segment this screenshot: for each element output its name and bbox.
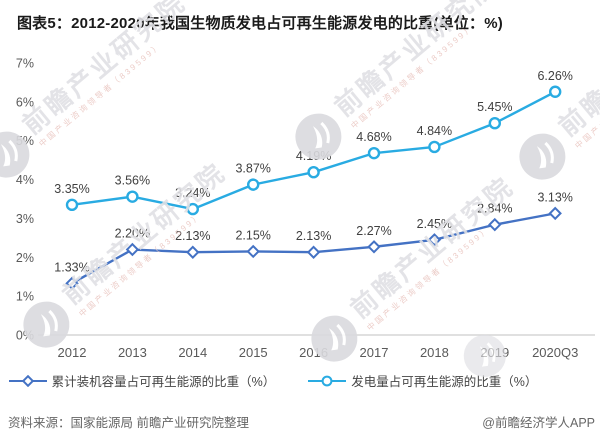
data-point-label: 6.26%	[537, 69, 572, 83]
data-point-label: 4.68%	[356, 130, 391, 144]
data-point-label: 2.27%	[356, 224, 391, 238]
x-axis-tick-label: 2014	[178, 345, 207, 360]
data-point-marker	[367, 240, 381, 254]
data-point-marker	[246, 178, 260, 191]
x-axis-tick-label: 2019	[480, 345, 509, 360]
legend-label-capacity: 累计装机容量占可再生能源的比重（%）	[51, 375, 276, 389]
data-point-label: 5.45%	[477, 100, 512, 114]
data-point-label: 4.19%	[296, 149, 331, 163]
data-point-marker	[428, 140, 441, 154]
legend-diamond-marker-icon	[8, 374, 47, 387]
data-point-marker	[65, 276, 79, 291]
x-axis-tick-label: 2020Q3	[532, 345, 578, 360]
data-point-label: 3.35%	[54, 182, 89, 196]
data-point-label: 2.13%	[175, 229, 210, 243]
x-axis-tick-label: 2016	[299, 345, 328, 360]
data-point-label: 2.13%	[296, 229, 331, 243]
x-axis-tick-label: 2017	[360, 345, 389, 360]
data-point-label: 3.87%	[235, 162, 270, 176]
data-point-marker	[246, 244, 260, 259]
data-point-marker	[65, 198, 79, 212]
x-axis-tick-label: 2013	[118, 345, 147, 360]
data-point-marker	[126, 190, 139, 203]
y-axis-tick-label: 2%	[16, 251, 34, 265]
data-point-marker	[125, 242, 140, 257]
x-axis-tick-label: 2018	[420, 345, 449, 360]
data-point-marker	[306, 245, 321, 259]
brand-credit: @前瞻经济学人APP	[482, 416, 595, 430]
data-point-marker	[186, 202, 200, 216]
x-axis-tick-label: 2015	[239, 345, 268, 360]
legend-circle-marker-icon	[308, 375, 347, 386]
y-axis-tick-label: 4%	[16, 173, 34, 187]
y-axis-tick-label: 5%	[16, 134, 34, 148]
y-axis-tick-label: 7%	[16, 57, 34, 71]
data-point-marker	[548, 206, 562, 221]
legend-label-generation: 发电量占可再生能源的比重（%）	[351, 375, 538, 389]
data-point-label: 2.84%	[477, 202, 512, 216]
legend-item-generation: 发电量占可再生能源的比重（%）	[307, 371, 537, 390]
data-point-marker	[367, 146, 381, 160]
data-point-label: 2.15%	[235, 228, 270, 242]
data-point-marker	[186, 245, 200, 259]
data-point-marker	[488, 117, 501, 130]
y-axis-tick-label: 1%	[16, 290, 34, 304]
data-point-marker	[427, 233, 442, 247]
data-point-label: 4.84%	[417, 124, 452, 138]
data-point-marker	[488, 217, 502, 232]
data-point-marker	[307, 165, 320, 179]
legend-item-capacity: 累计装机容量占可再生能源的比重（%）	[8, 371, 276, 390]
data-point-label: 3.13%	[537, 190, 572, 204]
data-point-marker	[549, 85, 562, 98]
data-point-label: 2.45%	[417, 217, 452, 231]
x-axis-tick-label: 2012	[58, 345, 87, 360]
chart-legend: 累计装机容量占可再生能源的比重（%） 发电量占可再生能源的比重（%）	[0, 371, 545, 390]
figure-title: 图表5：2012-2020年我国生物质发电占可再生能源发电的比重(单位：%)	[16, 15, 503, 32]
y-axis-tick-label: 0%	[16, 329, 34, 343]
y-axis-tick-label: 3%	[16, 212, 34, 226]
data-point-label: 3.56%	[115, 174, 150, 188]
y-axis-tick-label: 6%	[16, 95, 34, 109]
data-point-label: 1.33%	[54, 260, 89, 274]
data-source-note: 资料来源：国家能源局 前瞻产业研究院整理	[8, 416, 249, 430]
data-point-label: 3.24%	[175, 186, 210, 200]
data-point-label: 2.20%	[115, 227, 150, 241]
